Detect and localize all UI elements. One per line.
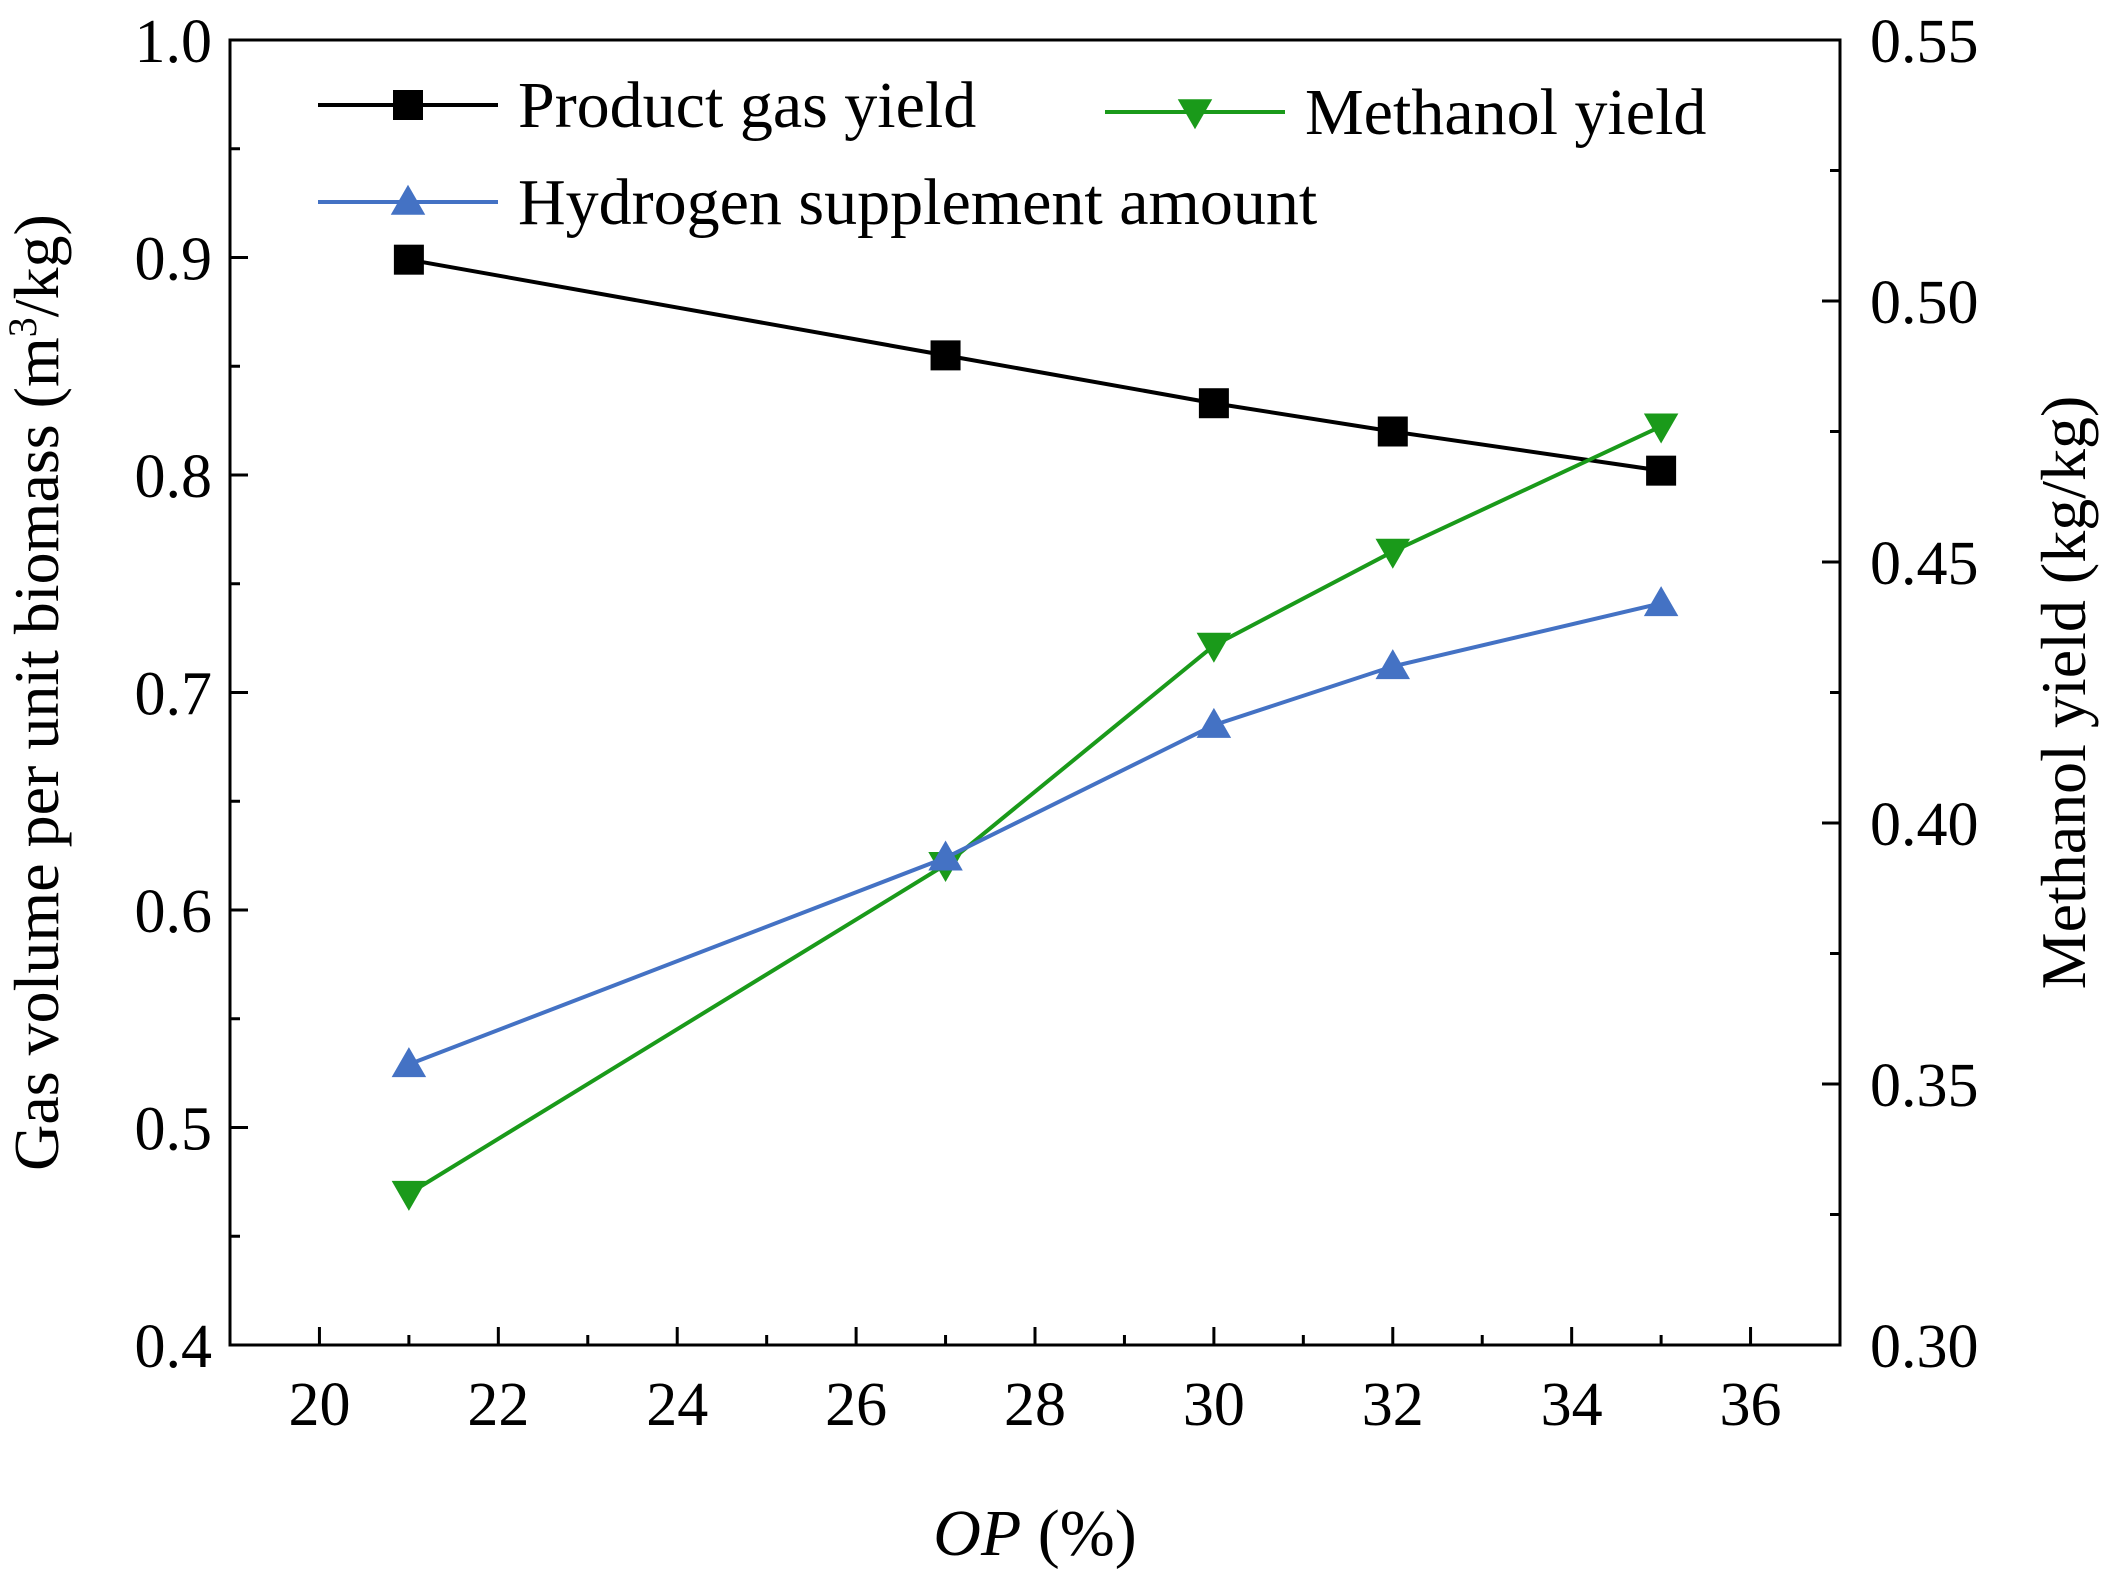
series-1-point [1196,632,1232,663]
x-tick-label: 36 [1720,1371,1782,1439]
series-2-point [391,1047,427,1078]
x-tick-label: 20 [288,1371,350,1439]
series-0-point [1198,388,1229,419]
y-left-tick-label: 1.0 [135,8,213,76]
y-right-axis-label: Methanol yield (kg/kg) [2028,396,2099,990]
series-2-point [1643,586,1679,617]
series-1-point [391,1180,427,1211]
x-tick-label: 34 [1541,1371,1603,1439]
x-tick-label: 26 [825,1371,887,1439]
x-tick-label: 32 [1362,1371,1424,1439]
y-right-tick-label: 0.35 [1870,1052,1979,1120]
y-left-tick-label: 0.8 [135,443,213,511]
legend-label-2: Hydrogen supplement amount [518,166,1317,239]
series-0-point [1646,455,1677,486]
series-layer [391,244,1679,1211]
x-tick-label: 30 [1183,1371,1245,1439]
series-0-point [393,244,424,275]
x-axis-label-italic: OP [933,1497,1021,1570]
series-2-point [1375,649,1411,680]
y-left-tick-label: 0.4 [135,1313,213,1381]
axes-layer: 20 22 24 26 28 30 32 34 36 0.4 0.5 0.6 0.7 0.8 0.9 1.0 0… [0,8,2099,1570]
y-left-axis-label-suffix: /kg) [1,214,72,317]
x-axis-label: OP (%) [933,1497,1136,1570]
x-tick-label: 24 [646,1371,708,1439]
legend-label-1: Methanol yield [1305,76,1706,149]
series-1-point [1643,413,1679,444]
y-left-axis-label: Gas volume per unit biomass (m3/kg) [0,214,72,1171]
legend: Product gas yield Methanol yield Hydrogen … [318,69,1706,239]
y-left-axis-label-prefix: Gas volume per unit biomass (m [1,337,72,1171]
y-right-tick-label: 0.55 [1870,8,1979,76]
y-right-tick-label: 0.50 [1870,269,1979,337]
series-0-point [1377,416,1408,447]
y-left-tick-label: 0.5 [135,1096,213,1164]
series-2-point [1196,707,1232,738]
series-2-point [928,840,963,871]
series-1-point [1375,538,1411,569]
y-right-tick-label: 0.45 [1870,530,1979,598]
legend-marker-1 [1177,99,1213,130]
y-left-tick-label: 0.9 [135,226,213,294]
legend-marker-2 [390,184,426,215]
y-right-tick-label: 0.30 [1870,1313,1979,1381]
y-left-axis-label-sup: 3 [0,317,45,337]
legend-marker-0 [393,90,423,120]
x-tick-label: 22 [467,1371,529,1439]
y-right-tick-label: 0.40 [1870,791,1979,859]
y-left-tick-label: 0.7 [135,661,213,729]
x-axis-label-unit: (%) [1021,1497,1136,1570]
y-left-tick-label: 0.6 [135,878,213,946]
x-tick-label: 28 [1004,1371,1066,1439]
series-0-point [930,340,961,371]
legend-label-0: Product gas yield [518,69,976,142]
